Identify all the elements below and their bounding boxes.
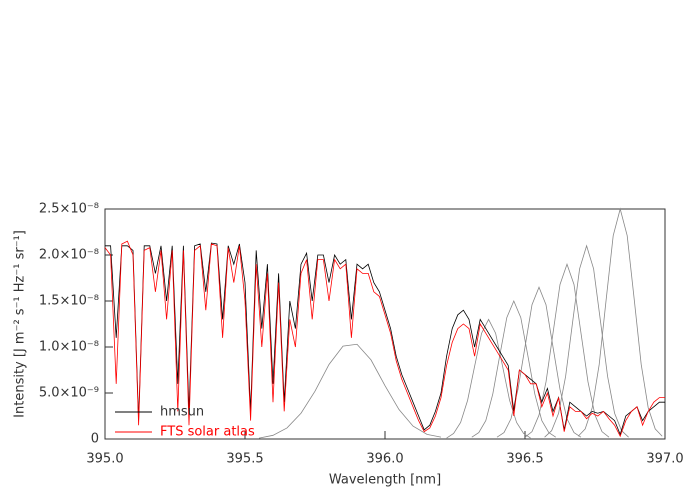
y-tick-label: 2.5×10⁻⁸ <box>39 202 99 217</box>
x-tick-label: 396.0 <box>366 452 403 467</box>
series-line <box>524 262 610 438</box>
legend-label: hmsun <box>160 405 204 420</box>
series-line <box>105 242 665 436</box>
x-tick-label: 395.5 <box>226 452 263 467</box>
x-tick-label: 395.0 <box>86 452 123 467</box>
x-tick-label: 396.5 <box>506 452 543 467</box>
y-axis-label: Intensity [J m⁻² s⁻¹ Hz⁻¹ sr⁻¹] <box>13 230 28 418</box>
series-line <box>258 343 442 439</box>
y-tick-label: 1.0×10⁻⁸ <box>39 340 99 355</box>
series-line <box>104 240 665 438</box>
x-axis-label: Wavelength [nm] <box>329 473 441 488</box>
y-tick-label: 0 <box>91 432 99 447</box>
series-line <box>577 207 663 437</box>
series-line <box>471 299 557 438</box>
y-tick-label: 2.0×10⁻⁸ <box>39 248 99 263</box>
series-line <box>446 318 531 439</box>
y-tick-label: 5.0×10⁻⁹ <box>39 386 99 401</box>
legend-label: FTS solar atlas <box>160 425 255 440</box>
series-line <box>544 244 629 438</box>
y-tick-label: 1.5×10⁻⁸ <box>39 294 99 309</box>
x-tick-label: 397.0 <box>646 452 683 467</box>
